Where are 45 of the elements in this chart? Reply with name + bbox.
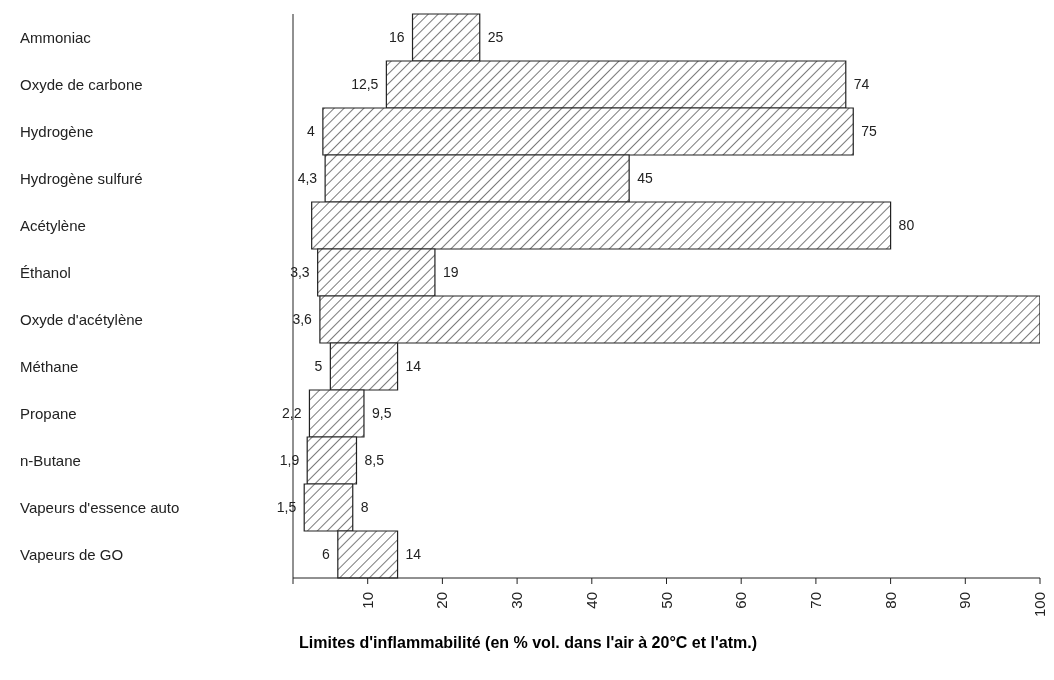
- x-tick-label: 20: [433, 592, 451, 609]
- y-tick-label: Oxyde d'acétylène: [20, 310, 143, 328]
- y-tick-label: Vapeurs de GO: [20, 545, 124, 563]
- y-tick-label: Méthane: [20, 357, 79, 375]
- y-tick-label: Oxyde de carbone: [20, 75, 143, 93]
- x-axis-title: Limites d'inflammabilité (en % vol. dans l'air à 20°C et l'atm.): [298, 634, 758, 652]
- x-tick-label: 10: [358, 592, 376, 609]
- x-tick-label: 60: [732, 592, 750, 609]
- annotation: 1,5: [276, 499, 297, 516]
- y-tick-label: Éthanol: [20, 263, 71, 281]
- annotation: 45: [637, 170, 653, 187]
- y-tick-label: Ammoniac: [20, 28, 92, 46]
- x-tick-label: 30: [508, 592, 526, 609]
- annotation: 75: [861, 123, 878, 140]
- annotation: 19: [442, 264, 459, 281]
- x-tick-label: 50: [657, 592, 675, 609]
- y-tick-label: Vapeurs d'essence auto: [20, 498, 180, 516]
- annotation: 1,9: [279, 452, 300, 469]
- annotation: 80: [898, 217, 915, 234]
- annotation: 14: [405, 358, 422, 375]
- annotation: 2,2: [281, 405, 302, 422]
- y-tick-label: Hydrogène sulfuré: [20, 169, 143, 187]
- annotation: 4: [307, 123, 316, 140]
- annotation: 9,5: [371, 405, 392, 422]
- annotation: 3,3: [290, 264, 310, 281]
- y-tick-label: Hydrogène: [20, 122, 94, 140]
- annotation: 8: [360, 499, 369, 516]
- annotation: 4,3: [297, 170, 318, 187]
- y-tick-label: Propane: [20, 404, 77, 422]
- y-tick-label: n-Butane: [20, 451, 81, 469]
- annotation: 25: [487, 29, 504, 46]
- annotation: 12,5: [351, 76, 379, 93]
- annotation: 5: [314, 358, 323, 375]
- annotation: 8,5: [364, 452, 385, 469]
- x-tick-label: 70: [806, 592, 824, 609]
- annotation: 14: [405, 546, 422, 563]
- annotation: 6: [322, 546, 331, 563]
- x-tick-label: 90: [956, 592, 974, 609]
- x-tick-label: 100: [1031, 592, 1048, 618]
- x-tick-label: 40: [582, 592, 600, 609]
- annotation: 3,6: [292, 311, 313, 328]
- annotation: 16: [388, 29, 405, 46]
- y-tick-label: Acétylène: [20, 216, 86, 234]
- x-tick-label: 80: [881, 592, 899, 609]
- annotation: 74: [853, 76, 870, 93]
